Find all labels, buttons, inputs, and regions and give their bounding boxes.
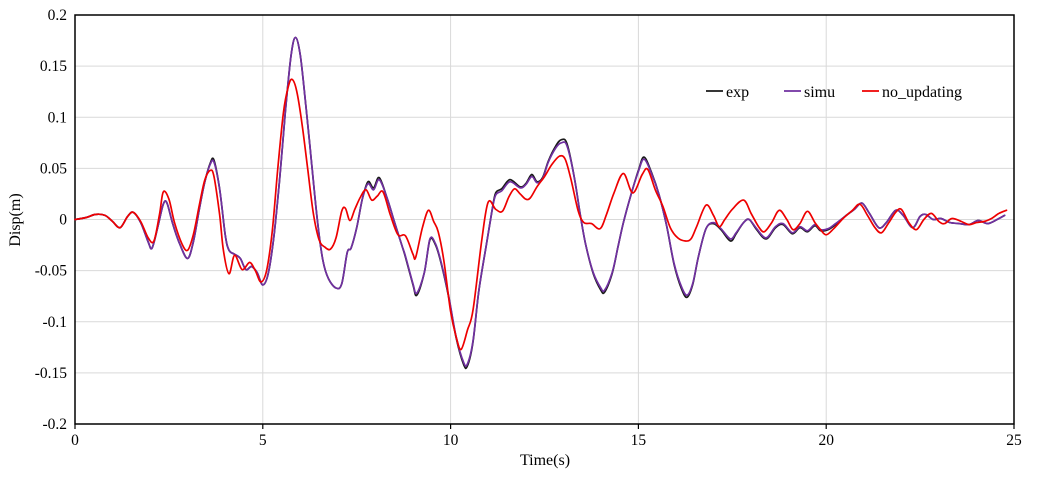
y-tick-label: 0.2 (48, 7, 67, 24)
x-tick-label: 25 (1006, 432, 1022, 449)
x-tick-label: 10 (443, 432, 459, 449)
series-no_updating-line (74, 78, 1008, 351)
y-tick-label: 0.05 (40, 160, 67, 177)
y-tick-label: 0 (59, 212, 67, 229)
y-tick-label: -0.1 (42, 314, 67, 331)
series-exp-line (74, 36, 1006, 370)
series-simu-line (74, 36, 1006, 368)
legend-label-no_updating: no_updating (882, 84, 962, 101)
y-tick-label: -0.2 (42, 416, 67, 433)
y-tick-label: -0.15 (35, 365, 68, 382)
legend-item-no_updating: no_updating (862, 84, 962, 101)
y-tick-label: 0.1 (48, 109, 67, 126)
x-tick-label: 20 (818, 432, 834, 449)
y-tick-label: 0.15 (40, 58, 67, 75)
legend-label-exp: exp (726, 84, 749, 101)
legend-item-exp: exp (706, 84, 749, 101)
y-tick-label: -0.05 (35, 263, 68, 280)
legend-item-simu: simu (784, 84, 835, 101)
x-tick-label: 0 (71, 432, 79, 449)
x-tick-label: 5 (259, 432, 267, 449)
y-axis-title: Disp(m) (7, 193, 24, 247)
legend-label-simu: simu (804, 84, 835, 101)
x-tick-label: 15 (631, 432, 647, 449)
x-axis-title: Time(s) (519, 452, 571, 469)
